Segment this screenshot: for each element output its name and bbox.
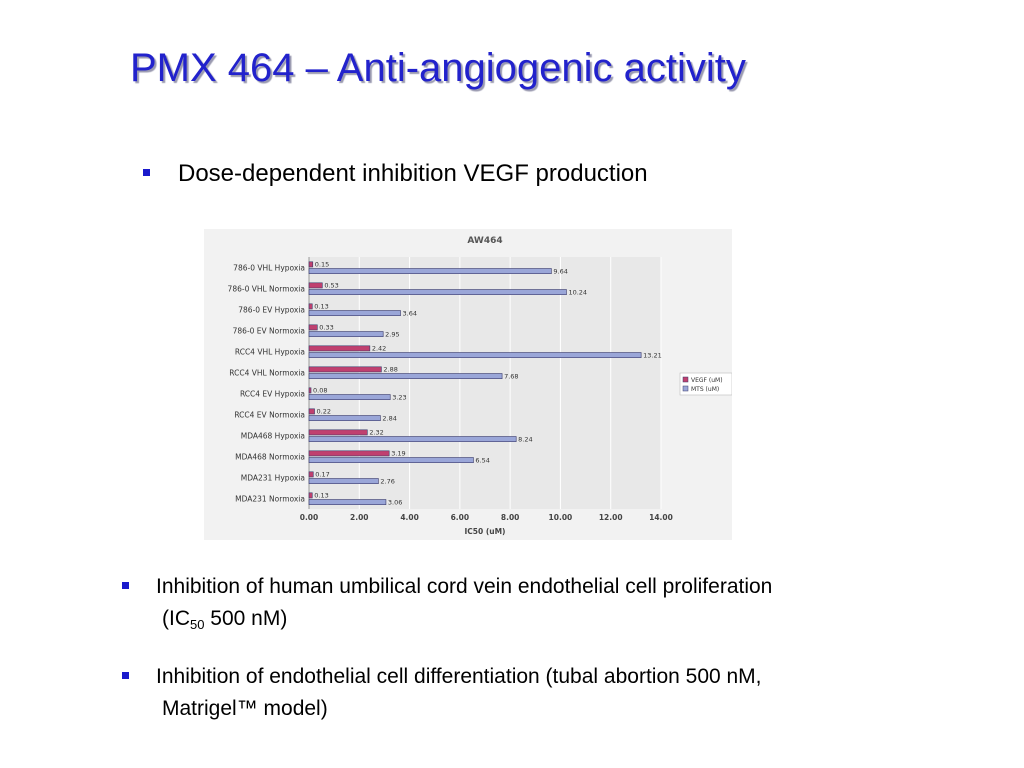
category-label: MDA231 Normoxia <box>235 495 305 504</box>
bar-vegf <box>308 429 368 436</box>
bullet-differentiation: Inhibition of endothelial cell different… <box>122 661 762 725</box>
x-axis-label: IC50 (uM) <box>464 527 505 536</box>
data-label: 0.15 <box>315 261 329 269</box>
x-tick-label: 8.00 <box>501 513 520 522</box>
bar-chart: 0.00 2.00 4.00 6.00 8.00 10.00 12.00 14.00 AW464… <box>228 236 732 536</box>
category-label: RCC4 VHL Normoxia <box>229 369 305 378</box>
bullet-text: Dose-dependent inhibition VEGF productio… <box>178 160 648 187</box>
category-label: RCC4 EV Hypoxia <box>240 390 305 399</box>
bullet-text-line2: Matrigel™ model) <box>162 697 328 720</box>
ic-prefix: (IC <box>162 607 190 630</box>
data-label: 10.24 <box>568 288 587 296</box>
x-tick-label: 10.00 <box>549 513 573 522</box>
bullet-vegf-inhibition: Dose-dependent inhibition VEGF productio… <box>143 160 648 188</box>
data-label: 3.64 <box>403 309 417 317</box>
data-label: 0.22 <box>317 408 331 416</box>
bar-mts <box>308 499 387 505</box>
x-tick-label: 14.00 <box>649 513 673 522</box>
data-label: 2.42 <box>372 345 386 353</box>
x-tick-label: 12.00 <box>599 513 623 522</box>
bar-vegf <box>308 345 371 352</box>
x-tick-label: 0.00 <box>300 513 319 522</box>
bar-vegf <box>308 471 314 478</box>
bar-mts <box>308 415 381 421</box>
bar-vegf <box>308 450 390 457</box>
x-tick-label: 2.00 <box>350 513 369 522</box>
bullet-huvec-proliferation: Inhibition of human umbilical cord vein … <box>122 571 772 641</box>
data-label: 2.76 <box>380 477 394 485</box>
legend-box <box>679 372 732 396</box>
bullet-square-icon <box>143 169 150 176</box>
chart-image: 0.00 2.00 4.00 6.00 8.00 10.00 12.00 14.00 AW464… <box>204 229 732 540</box>
data-label: 9.64 <box>553 267 567 275</box>
bar-vegf <box>308 408 315 415</box>
x-tick-label: 4.00 <box>400 513 419 522</box>
bullet-text-line1: Inhibition of endothelial cell different… <box>156 665 762 688</box>
bar-vegf <box>308 282 323 289</box>
x-tick-label: 6.00 <box>451 513 470 522</box>
bar-mts <box>308 268 552 274</box>
bar-vegf <box>308 303 313 310</box>
bar-vegf <box>308 366 382 373</box>
bullet-text-line1: Inhibition of human umbilical cord vein … <box>156 575 773 598</box>
category-label: RCC4 EV Normoxia <box>234 411 305 420</box>
category-label: RCC4 VHL Hypoxia <box>235 348 305 357</box>
category-label: 786-0 VHL Normoxia <box>228 285 305 294</box>
data-label: 7.68 <box>504 372 518 380</box>
ic-suffix: 500 nM) <box>204 607 288 630</box>
data-label: 2.95 <box>385 330 399 338</box>
category-label: MDA468 Normoxia <box>235 453 305 462</box>
bar-mts <box>308 310 401 316</box>
slide-title: PMX 464 – Anti-angiogenic activity <box>130 46 746 90</box>
data-label: 2.32 <box>369 429 383 437</box>
ic-subscript: 50 <box>190 617 205 632</box>
bar-vegf <box>308 492 313 499</box>
data-label: 0.53 <box>324 282 338 290</box>
data-label: 8.24 <box>518 435 532 443</box>
legend-label: MTS (uM) <box>691 386 719 393</box>
bullet-square-icon <box>122 582 129 589</box>
bar-mts <box>308 331 384 337</box>
data-label: 3.23 <box>392 393 406 401</box>
bar-mts <box>308 373 503 379</box>
bar-mts <box>308 457 474 463</box>
data-label: 0.33 <box>319 324 333 332</box>
bullet-square-icon <box>122 672 129 679</box>
data-label: 0.17 <box>315 471 329 479</box>
category-label: 786-0 EV Normoxia <box>233 327 305 336</box>
legend-swatch <box>682 385 689 392</box>
category-label: 786-0 EV Hypoxia <box>238 306 305 315</box>
legend-swatch <box>682 376 689 383</box>
legend-label: VEGF (uM) <box>691 377 723 384</box>
data-label: 2.84 <box>382 414 396 422</box>
bar-mts <box>308 352 642 358</box>
category-label: 786-0 VHL Hypoxia <box>233 264 305 273</box>
bar-mts <box>308 436 517 442</box>
data-label: 2.88 <box>383 366 397 374</box>
bullet-text-line2: (IC50 500 nM) <box>162 603 772 641</box>
data-label: 0.08 <box>313 387 327 395</box>
bar-mts <box>308 478 379 484</box>
data-label: 3.19 <box>391 450 405 458</box>
bar-mts <box>308 394 391 400</box>
category-label: MDA231 Hypoxia <box>241 474 305 483</box>
bar-vegf <box>308 387 312 394</box>
data-label: 0.13 <box>314 492 328 500</box>
bar-vegf <box>308 261 314 268</box>
chart-title: AW464 <box>467 236 502 246</box>
data-label: 6.54 <box>475 456 489 464</box>
category-label: MDA468 Hypoxia <box>241 432 305 441</box>
bar-vegf <box>308 324 318 331</box>
data-label: 13.21 <box>643 351 662 359</box>
data-label: 0.13 <box>314 303 328 311</box>
plot-area <box>309 257 661 509</box>
data-label: 3.06 <box>388 498 402 506</box>
bar-mts <box>308 289 567 295</box>
